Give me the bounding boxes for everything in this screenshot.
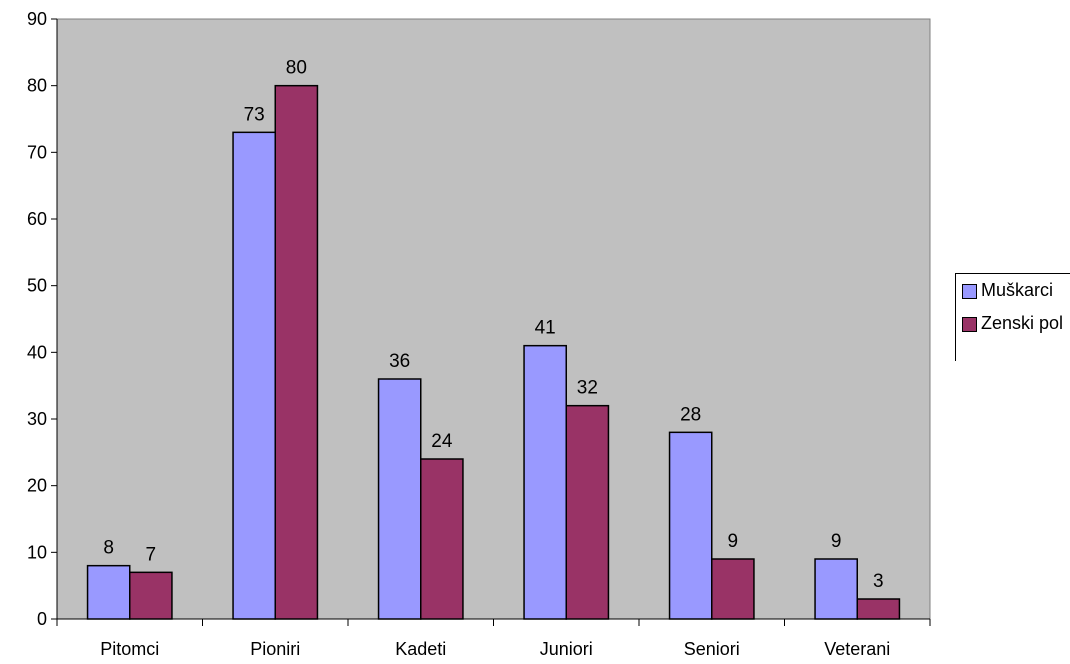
y-tick-label: 50 xyxy=(27,276,47,296)
category-label: Pitomci xyxy=(100,639,159,659)
category-label: Seniori xyxy=(684,639,740,659)
category-label: Pioniri xyxy=(250,639,300,659)
legend-label: Muškarci xyxy=(981,280,1054,300)
bar xyxy=(129,571,173,620)
data-label: 7 xyxy=(146,544,157,565)
category-label: Veterani xyxy=(824,639,890,659)
y-tick-label: 30 xyxy=(27,409,47,429)
data-label: 41 xyxy=(535,318,556,339)
legend-label: Zenski pol xyxy=(981,313,1064,333)
data-label: 9 xyxy=(728,531,739,552)
data-label: 9 xyxy=(831,531,842,552)
data-label: 36 xyxy=(389,351,410,372)
bar xyxy=(814,558,858,620)
y-tick-label: 40 xyxy=(27,342,47,362)
category-label: Juniori xyxy=(540,639,593,659)
y-tick-label: 60 xyxy=(27,209,47,229)
bar xyxy=(565,404,610,620)
data-label: 32 xyxy=(577,378,598,399)
bar xyxy=(668,431,713,620)
bar xyxy=(274,84,319,620)
bar xyxy=(711,558,755,620)
y-tick-label: 0 xyxy=(37,609,47,629)
y-tick-label: 20 xyxy=(27,476,47,496)
legend-item: Zenski pol xyxy=(962,312,1070,334)
data-label: 73 xyxy=(244,104,265,125)
plot-area xyxy=(56,18,931,620)
bar xyxy=(86,564,131,620)
bar xyxy=(232,131,276,620)
bar xyxy=(856,598,901,620)
legend: Muškarci Zenski pol xyxy=(955,273,1070,361)
legend-swatch xyxy=(962,284,977,299)
data-label: 24 xyxy=(431,431,453,452)
legend-swatch xyxy=(962,317,977,332)
category-label: Kadeti xyxy=(395,639,446,659)
y-tick-label: 80 xyxy=(27,76,47,96)
data-label: 80 xyxy=(286,58,307,79)
data-label: 28 xyxy=(680,404,701,425)
bar xyxy=(377,378,422,620)
y-tick-label: 70 xyxy=(27,142,47,162)
bar xyxy=(420,458,464,620)
data-label: 3 xyxy=(873,571,884,592)
y-tick-label: 90 xyxy=(27,9,47,29)
legend-item: Muškarci xyxy=(962,279,1070,301)
y-tick-label: 10 xyxy=(27,542,47,562)
data-label: 8 xyxy=(103,538,114,559)
bar xyxy=(523,344,567,620)
